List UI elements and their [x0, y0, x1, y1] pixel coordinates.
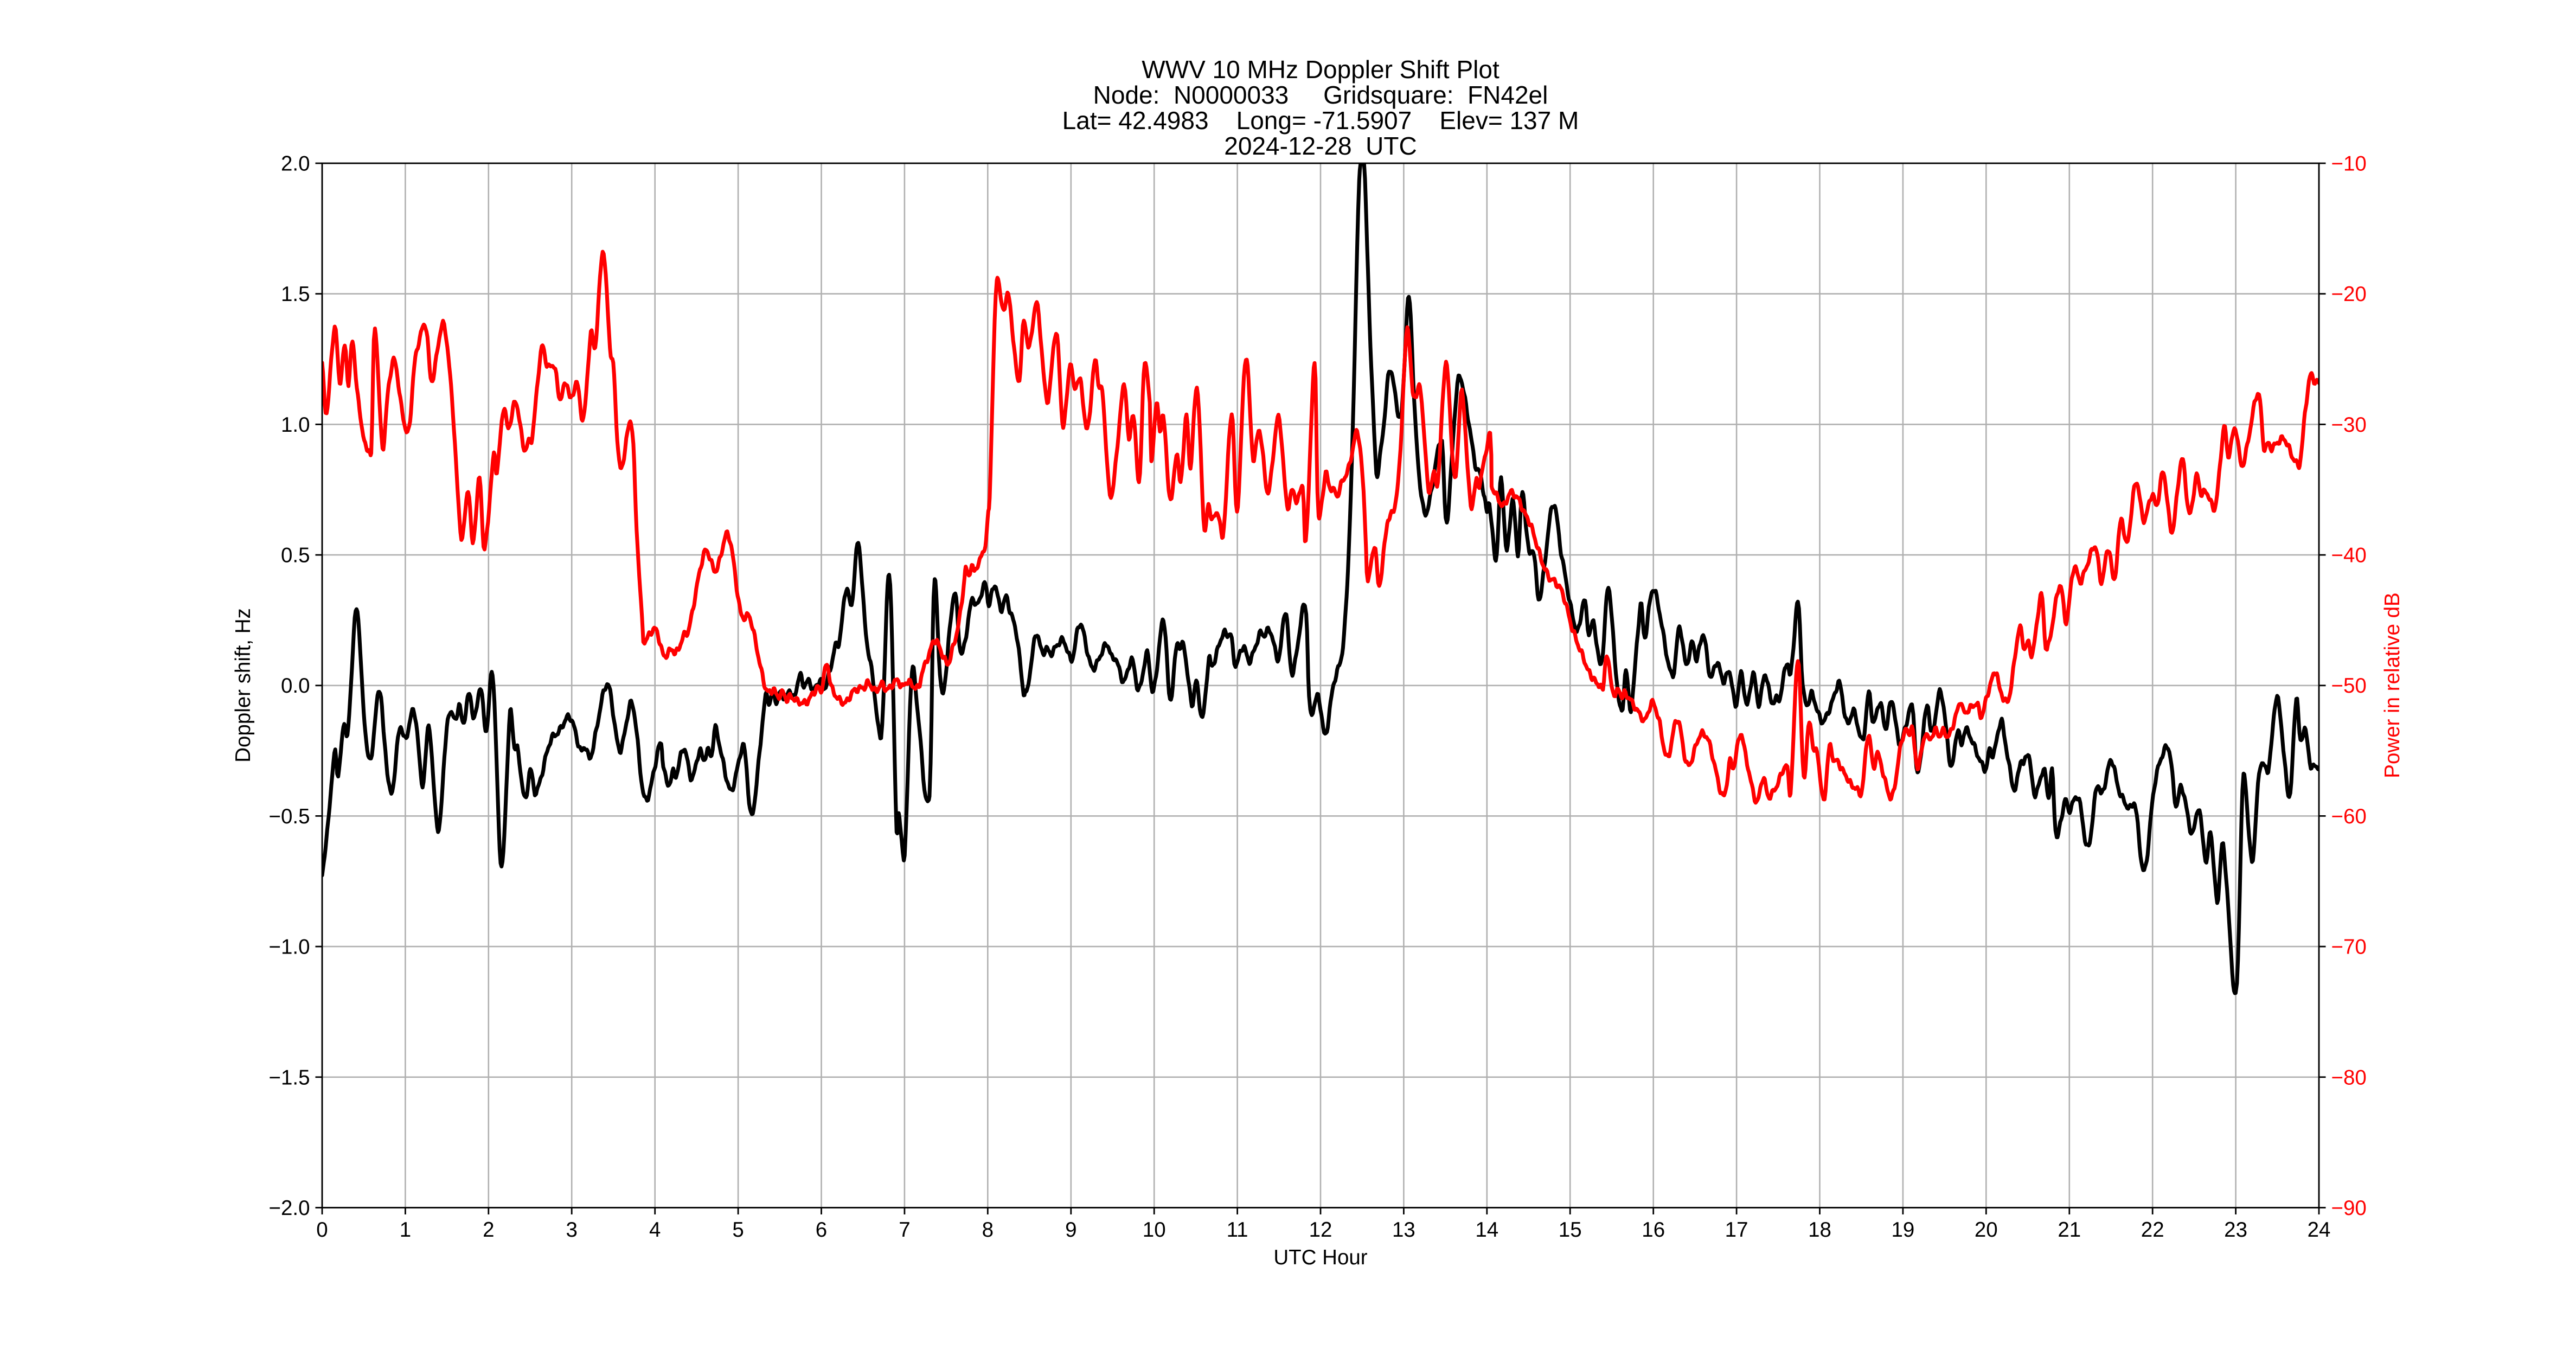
svg-text:18: 18 [1808, 1218, 1831, 1242]
svg-text:2.0: 2.0 [281, 152, 310, 176]
svg-text:−70: −70 [2331, 936, 2367, 959]
svg-text:WWV 10 MHz Doppler Shift Plot: WWV 10 MHz Doppler Shift Plot [1142, 55, 1500, 84]
svg-text:22: 22 [2141, 1218, 2164, 1242]
svg-text:−40: −40 [2331, 544, 2367, 567]
svg-text:−0.5: −0.5 [268, 805, 310, 828]
svg-text:−1.0: −1.0 [268, 936, 310, 959]
svg-text:4: 4 [649, 1218, 661, 1242]
svg-text:Lat= 42.4983 Long= -71.5907: Lat= 42.4983 Long= -71.5907 Elev= 137 M [1062, 106, 1579, 135]
svg-text:9: 9 [1065, 1218, 1076, 1242]
svg-text:14: 14 [1475, 1218, 1498, 1242]
svg-text:15: 15 [1559, 1218, 1582, 1242]
svg-text:11: 11 [1227, 1218, 1248, 1242]
svg-text:2: 2 [483, 1218, 494, 1242]
svg-text:7: 7 [899, 1218, 910, 1242]
svg-text:5: 5 [732, 1218, 744, 1242]
svg-text:3: 3 [566, 1218, 577, 1242]
svg-text:6: 6 [816, 1218, 827, 1242]
svg-text:0.0: 0.0 [281, 674, 310, 698]
svg-text:2024-12-28 UTC: 2024-12-28 UTC [1224, 132, 1417, 160]
svg-text:1: 1 [400, 1218, 411, 1242]
svg-text:−30: −30 [2331, 413, 2367, 437]
svg-text:1.0: 1.0 [281, 413, 310, 437]
svg-text:Power in relative dB: Power in relative dB [2381, 592, 2404, 778]
svg-text:10: 10 [1143, 1218, 1166, 1242]
svg-text:Node: N0000033 Gridsquare: Node: N0000033 Gridsquare: FN42el [1093, 81, 1548, 109]
svg-text:−10: −10 [2331, 152, 2367, 176]
svg-text:1.5: 1.5 [281, 283, 310, 306]
svg-text:8: 8 [982, 1218, 994, 1242]
svg-text:−20: −20 [2331, 283, 2367, 306]
svg-text:Doppler shift, Hz: Doppler shift, Hz [232, 608, 255, 763]
svg-text:0: 0 [316, 1218, 328, 1242]
svg-text:UTC Hour: UTC Hour [1273, 1246, 1367, 1269]
svg-text:−1.5: −1.5 [268, 1066, 310, 1089]
svg-text:17: 17 [1725, 1218, 1748, 1242]
svg-text:23: 23 [2224, 1218, 2247, 1242]
svg-text:−2.0: −2.0 [268, 1197, 310, 1220]
svg-text:−90: −90 [2331, 1197, 2367, 1220]
svg-text:−60: −60 [2331, 805, 2367, 828]
svg-text:−80: −80 [2331, 1066, 2367, 1089]
svg-text:12: 12 [1309, 1218, 1332, 1242]
svg-text:13: 13 [1392, 1218, 1415, 1242]
svg-text:−50: −50 [2331, 674, 2367, 698]
svg-text:19: 19 [1891, 1218, 1914, 1242]
svg-text:24: 24 [2308, 1218, 2331, 1242]
svg-text:21: 21 [2058, 1218, 2081, 1242]
svg-text:20: 20 [1975, 1218, 1998, 1242]
svg-text:0.5: 0.5 [281, 544, 310, 567]
svg-text:16: 16 [1642, 1218, 1665, 1242]
